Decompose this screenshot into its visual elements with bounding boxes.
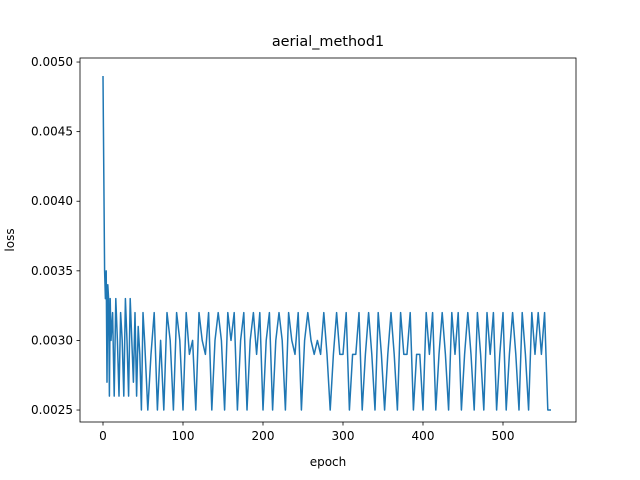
x-tick-label: 100	[172, 429, 195, 443]
y-tick-label: 0.0045	[31, 125, 73, 139]
x-tick-label: 200	[252, 429, 275, 443]
x-tick-label: 400	[412, 429, 435, 443]
y-tick-label: 0.0025	[31, 403, 73, 417]
y-axis-label: loss	[3, 228, 17, 251]
data-line	[102, 75, 551, 411]
x-axis-label: epoch	[310, 455, 347, 469]
chart-title: aerial_method1	[272, 34, 384, 50]
x-tick-label: 300	[332, 429, 355, 443]
y-tick-label: 0.0050	[31, 55, 73, 69]
y-tick-label: 0.0040	[31, 194, 73, 208]
y-tick-label: 0.0035	[31, 264, 73, 278]
plot-frame	[79, 57, 577, 423]
x-tick-label: 500	[492, 429, 515, 443]
y-tick-label: 0.0030	[31, 333, 73, 347]
x-tick-label: 0	[99, 429, 107, 443]
